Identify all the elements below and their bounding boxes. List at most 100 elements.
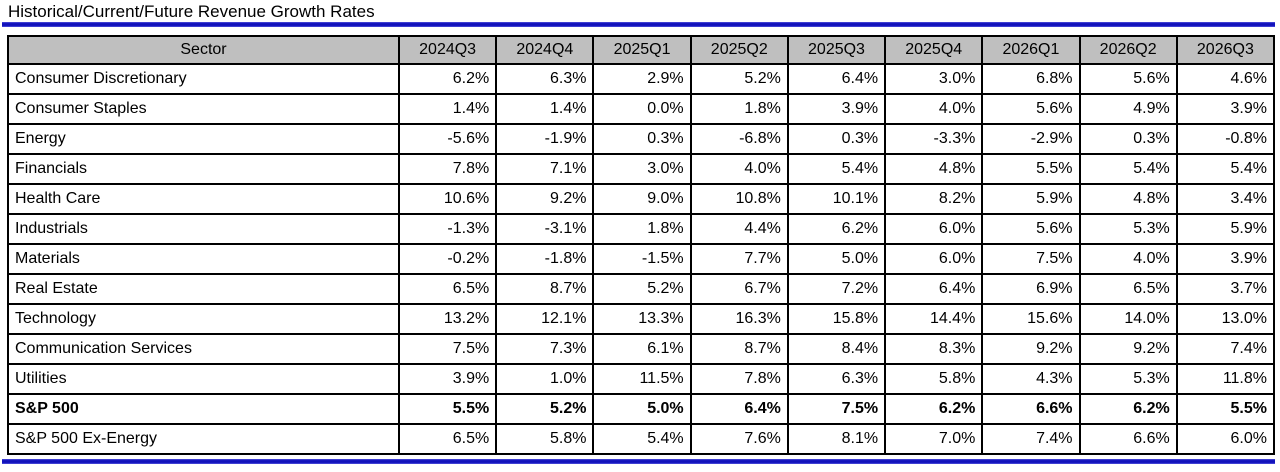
growth-value-cell: 13.2% bbox=[397, 303, 498, 335]
bottom-accent-line bbox=[2, 459, 1275, 464]
growth-value-cell: 7.8% bbox=[689, 363, 789, 395]
growth-value-cell: 3.9% bbox=[786, 93, 887, 125]
growth-value-cell: 6.3% bbox=[495, 63, 595, 95]
growth-value-cell: 7.1% bbox=[495, 153, 595, 185]
column-header-quarter: 2026Q2 bbox=[1078, 35, 1178, 65]
growth-value-cell: 15.8% bbox=[786, 303, 887, 335]
growth-value-cell: -5.6% bbox=[397, 123, 498, 155]
growth-value-cell: 0.3% bbox=[592, 123, 692, 155]
growth-value-cell: 1.0% bbox=[495, 363, 595, 395]
growth-value-cell: 3.4% bbox=[1175, 183, 1276, 215]
growth-value-cell: 6.5% bbox=[397, 273, 498, 305]
growth-value-cell: 7.0% bbox=[884, 423, 984, 455]
sector-label: Materials bbox=[7, 243, 400, 275]
growth-value-cell: 3.9% bbox=[1175, 243, 1276, 275]
growth-value-cell: 0.0% bbox=[592, 93, 692, 125]
growth-value-cell: 8.7% bbox=[495, 273, 595, 305]
growth-value-cell: 1.8% bbox=[592, 213, 692, 245]
growth-value-cell: 4.9% bbox=[1078, 93, 1178, 125]
table-row: S&P 500 5.5% 5.2% 5.0% 6.4% 7.5% 6.2% 6.6% 6.2% 5… bbox=[7, 393, 1276, 425]
growth-value-cell: 3.9% bbox=[1175, 93, 1276, 125]
growth-value-cell: 5.4% bbox=[1175, 153, 1276, 185]
growth-value-cell: 10.1% bbox=[786, 183, 887, 215]
growth-value-cell: -2.9% bbox=[981, 123, 1081, 155]
sector-label: Consumer Staples bbox=[7, 93, 400, 125]
table-header: Sector 2024Q3 2024Q4 2025Q1 2025Q2 2025Q3 202… bbox=[7, 35, 1276, 65]
growth-value-cell: 5.5% bbox=[981, 153, 1081, 185]
growth-value-cell: -1.8% bbox=[495, 243, 595, 275]
growth-value-cell: 5.0% bbox=[592, 393, 692, 425]
growth-value-cell: 3.7% bbox=[1175, 273, 1276, 305]
column-header-quarter: 2025Q2 bbox=[689, 35, 789, 65]
growth-value-cell: -3.1% bbox=[495, 213, 595, 245]
table-row: Materials -0.2% -1.8% -1.5% 7.7% 5.0% 6.0% 7.5%… bbox=[7, 243, 1276, 275]
growth-value-cell: 6.5% bbox=[1078, 273, 1178, 305]
growth-value-cell: 0.3% bbox=[1078, 123, 1178, 155]
title-underline-accent bbox=[2, 22, 1275, 27]
growth-value-cell: 1.4% bbox=[495, 93, 595, 125]
growth-value-cell: 5.9% bbox=[981, 183, 1081, 215]
growth-value-cell: 14.4% bbox=[884, 303, 984, 335]
table-row: Financials 7.8% 7.1% 3.0% 4.0% 5.4% 4.8% 5.5% 5.… bbox=[7, 153, 1276, 185]
sector-label: Energy bbox=[7, 123, 400, 155]
growth-value-cell: 4.4% bbox=[689, 213, 789, 245]
growth-value-cell: 8.7% bbox=[689, 333, 789, 365]
growth-value-cell: 2.9% bbox=[592, 63, 692, 95]
growth-value-cell: 0.3% bbox=[786, 123, 887, 155]
growth-value-cell: 6.4% bbox=[884, 273, 984, 305]
growth-value-cell: 4.0% bbox=[884, 93, 984, 125]
growth-value-cell: 5.8% bbox=[884, 363, 984, 395]
table-row: Energy -5.6% -1.9% 0.3% -6.8% 0.3% -3.3% -2.9% 0… bbox=[7, 123, 1276, 155]
growth-value-cell: 6.2% bbox=[397, 63, 498, 95]
growth-value-cell: 6.9% bbox=[981, 273, 1081, 305]
sector-label: Health Care bbox=[7, 183, 400, 215]
growth-value-cell: 6.1% bbox=[592, 333, 692, 365]
growth-value-cell: 5.2% bbox=[495, 393, 595, 425]
growth-value-cell: 5.6% bbox=[1078, 63, 1178, 95]
growth-value-cell: 5.4% bbox=[1078, 153, 1178, 185]
table-body: Consumer Discretionary 6.2% 6.3% 2.9% 5.2% 6.… bbox=[7, 63, 1276, 455]
growth-value-cell: 13.0% bbox=[1175, 303, 1276, 335]
growth-value-cell: 3.0% bbox=[592, 153, 692, 185]
growth-value-cell: 6.3% bbox=[786, 363, 887, 395]
growth-value-cell: 14.0% bbox=[1078, 303, 1178, 335]
growth-value-cell: 7.5% bbox=[786, 393, 887, 425]
column-header-quarter: 2025Q4 bbox=[884, 35, 984, 65]
column-header-quarter: 2025Q1 bbox=[592, 35, 692, 65]
sector-label: Financials bbox=[7, 153, 400, 185]
growth-value-cell: 10.6% bbox=[397, 183, 498, 215]
sector-label: S&P 500 Ex-Energy bbox=[7, 423, 400, 455]
growth-value-cell: 9.2% bbox=[1078, 333, 1178, 365]
column-header-quarter: 2025Q3 bbox=[786, 35, 887, 65]
sector-label: Real Estate bbox=[7, 273, 400, 305]
growth-value-cell: 8.3% bbox=[884, 333, 984, 365]
growth-value-cell: 6.2% bbox=[884, 393, 984, 425]
growth-value-cell: 1.4% bbox=[397, 93, 498, 125]
table-row: Communication Services 7.5% 7.3% 6.1% 8.7% 8.… bbox=[7, 333, 1276, 365]
table-row: Consumer Discretionary 6.2% 6.3% 2.9% 5.2% 6.… bbox=[7, 63, 1276, 95]
growth-value-cell: -3.3% bbox=[884, 123, 984, 155]
growth-value-cell: 7.2% bbox=[786, 273, 887, 305]
growth-value-cell: 4.6% bbox=[1175, 63, 1276, 95]
sector-label: Technology bbox=[7, 303, 400, 335]
growth-value-cell: 5.4% bbox=[592, 423, 692, 455]
growth-value-cell: 7.4% bbox=[981, 423, 1081, 455]
growth-value-cell: 11.8% bbox=[1175, 363, 1276, 395]
growth-value-cell: 6.2% bbox=[1078, 393, 1178, 425]
growth-value-cell: 4.3% bbox=[981, 363, 1081, 395]
growth-value-cell: -1.9% bbox=[495, 123, 595, 155]
growth-value-cell: 7.5% bbox=[981, 243, 1081, 275]
growth-value-cell: 7.4% bbox=[1175, 333, 1276, 365]
growth-value-cell: 3.0% bbox=[884, 63, 984, 95]
table-row: Industrials -1.3% -3.1% 1.8% 4.4% 6.2% 6.0% 5.6… bbox=[7, 213, 1276, 245]
growth-value-cell: 10.8% bbox=[689, 183, 789, 215]
growth-value-cell: 3.9% bbox=[397, 363, 498, 395]
growth-value-cell: 6.6% bbox=[981, 393, 1081, 425]
growth-value-cell: 5.5% bbox=[1175, 393, 1276, 425]
growth-value-cell: 15.6% bbox=[981, 303, 1081, 335]
sector-label: Industrials bbox=[7, 213, 400, 245]
growth-value-cell: 7.5% bbox=[397, 333, 498, 365]
column-header-quarter: 2026Q1 bbox=[981, 35, 1081, 65]
growth-value-cell: 6.2% bbox=[786, 213, 887, 245]
